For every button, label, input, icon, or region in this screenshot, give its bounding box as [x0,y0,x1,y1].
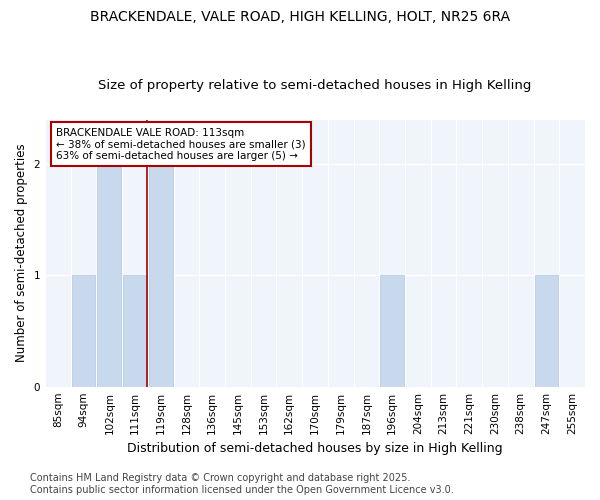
Bar [149,164,173,386]
Bar [380,276,404,386]
Bar [97,164,121,386]
Bar [123,276,147,386]
Y-axis label: Number of semi-detached properties: Number of semi-detached properties [15,144,28,362]
X-axis label: Distribution of semi-detached houses by size in High Kelling: Distribution of semi-detached houses by … [127,442,503,455]
Bar [535,276,558,386]
Text: BRACKENDALE VALE ROAD: 113sqm
← 38% of semi-detached houses are smaller (3)
63% : BRACKENDALE VALE ROAD: 113sqm ← 38% of s… [56,128,305,161]
Bar [72,276,95,386]
Text: Contains HM Land Registry data © Crown copyright and database right 2025.
Contai: Contains HM Land Registry data © Crown c… [30,474,454,495]
Text: BRACKENDALE, VALE ROAD, HIGH KELLING, HOLT, NR25 6RA: BRACKENDALE, VALE ROAD, HIGH KELLING, HO… [90,10,510,24]
Title: Size of property relative to semi-detached houses in High Kelling: Size of property relative to semi-detach… [98,79,532,92]
